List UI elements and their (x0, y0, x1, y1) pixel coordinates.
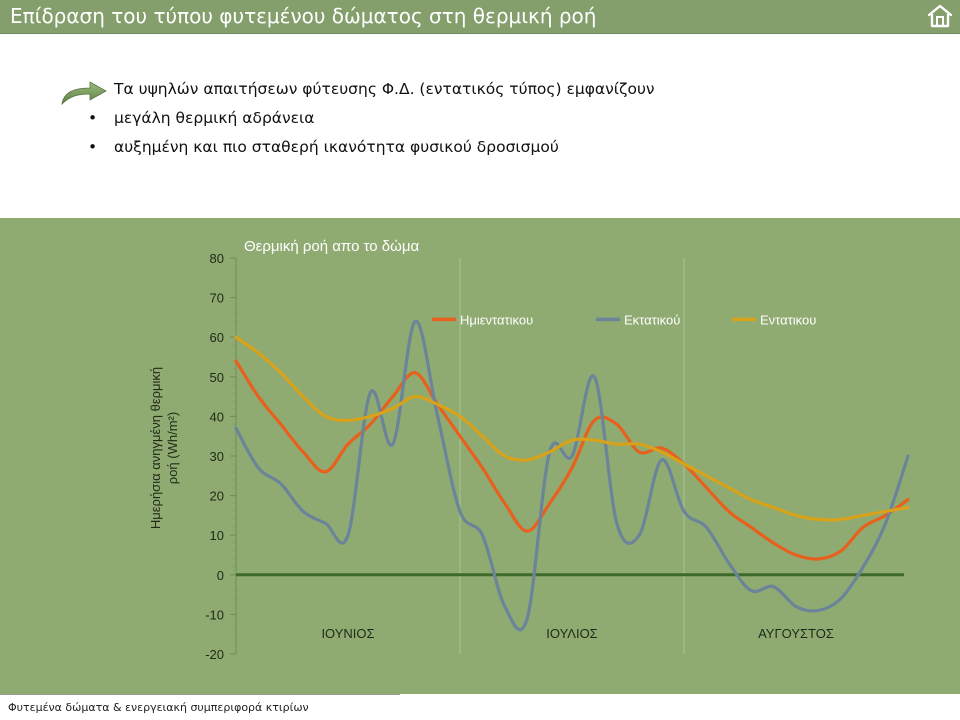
footer-divider (0, 694, 400, 695)
bullet-item: αυξημένη και πιο σταθερή ικανότητα φυσικ… (88, 138, 559, 156)
y-tick-label: -20 (205, 647, 224, 662)
legend-label: Εκτατικού (624, 312, 680, 327)
chart-panel: 80 70 60 50 40 30 20 10 0 -10 -20 ΙΟΥΝΙΟΣ ΙΟΥΛΙΟΣ ΑΥΓ… (0, 218, 960, 694)
heat-flux-chart: 80 70 60 50 40 30 20 10 0 -10 -20 ΙΟΥΝΙΟΣ ΙΟΥΛΙΟΣ ΑΥΓ… (148, 238, 910, 662)
footer: Φυτεμένα δώματα & ενεργειακή συμπεριφορά… (0, 695, 960, 720)
month-label: ΙΟΥΝΙΟΣ (321, 626, 374, 641)
month-label: ΙΟΥΛΙΟΣ (546, 626, 597, 641)
legend-label: Ημιεντατικου (460, 312, 533, 327)
chart-title: Θερμική ροή απο το δώμα (244, 238, 420, 255)
curved-arrow-icon (61, 81, 107, 106)
footer-text: Φυτεμένα δώματα & ενεργειακή συμπεριφορά… (8, 701, 309, 714)
y-tick-label: 60 (210, 330, 224, 345)
y-tick-label: 50 (210, 370, 224, 385)
y-tick-label: 0 (217, 568, 224, 583)
y-tick-label: 30 (210, 449, 224, 464)
y-tick-label: 40 (210, 409, 224, 424)
month-label: ΑΥΓΟΥΣΤΟΣ (758, 626, 834, 641)
y-axis-label: Ημερήσια ανηγμένη θερμική ροή (Wh/m²) (148, 367, 180, 529)
home-icon[interactable] (926, 2, 954, 30)
series-line (234, 359, 910, 561)
bullet-item: μεγάλη θερμική αδράνεια (88, 109, 314, 127)
series-line (234, 335, 910, 522)
series-line (234, 319, 910, 632)
y-tick-label: 70 (210, 291, 224, 306)
y-tick-label: 80 (210, 251, 224, 266)
title-bar: Επίδραση του τύπου φυτεμένου δώματος στη… (0, 0, 960, 34)
y-tick-label: 10 (210, 528, 224, 543)
legend-label: Εντατικου (760, 312, 816, 327)
y-tick-label: 20 (210, 489, 224, 504)
intro-text: Τα υψηλών απαιτήσεων φύτευσης Φ.Δ. (εντα… (114, 80, 655, 98)
y-tick-label: -10 (205, 607, 224, 622)
page-title: Επίδραση του τύπου φυτεμένου δώματος στη… (10, 4, 597, 28)
